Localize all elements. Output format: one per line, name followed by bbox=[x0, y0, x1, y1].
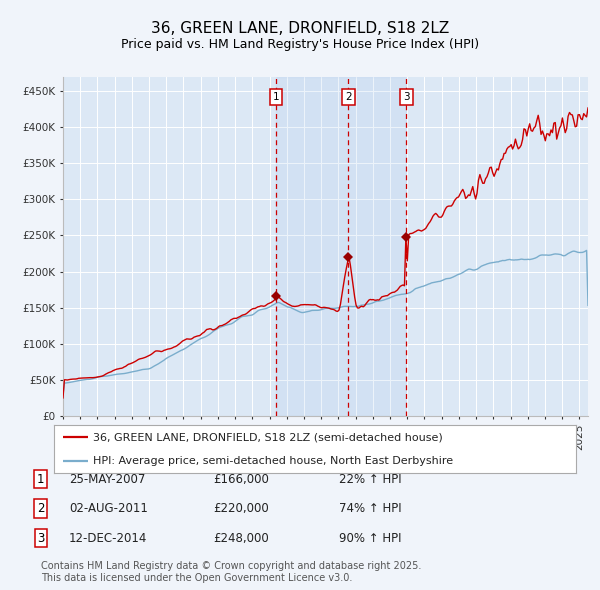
Text: 36, GREEN LANE, DRONFIELD, S18 2LZ: 36, GREEN LANE, DRONFIELD, S18 2LZ bbox=[151, 21, 449, 35]
Text: 36, GREEN LANE, DRONFIELD, S18 2LZ (semi-detached house): 36, GREEN LANE, DRONFIELD, S18 2LZ (semi… bbox=[93, 432, 443, 442]
Text: 3: 3 bbox=[403, 92, 410, 102]
Text: £248,000: £248,000 bbox=[213, 532, 269, 545]
Text: 2: 2 bbox=[345, 92, 352, 102]
Text: Contains HM Land Registry data © Crown copyright and database right 2025.
This d: Contains HM Land Registry data © Crown c… bbox=[41, 561, 421, 583]
Text: 02-AUG-2011: 02-AUG-2011 bbox=[69, 502, 148, 515]
Text: 90% ↑ HPI: 90% ↑ HPI bbox=[339, 532, 401, 545]
Text: 3: 3 bbox=[37, 532, 44, 545]
Text: 1: 1 bbox=[37, 473, 44, 486]
Text: 1: 1 bbox=[273, 92, 280, 102]
Text: 2: 2 bbox=[37, 502, 44, 515]
Text: £166,000: £166,000 bbox=[213, 473, 269, 486]
Text: £220,000: £220,000 bbox=[213, 502, 269, 515]
Text: HPI: Average price, semi-detached house, North East Derbyshire: HPI: Average price, semi-detached house,… bbox=[93, 455, 453, 466]
Text: 25-MAY-2007: 25-MAY-2007 bbox=[69, 473, 145, 486]
Text: 22% ↑ HPI: 22% ↑ HPI bbox=[339, 473, 401, 486]
Bar bbox=[276, 77, 406, 416]
Text: Price paid vs. HM Land Registry's House Price Index (HPI): Price paid vs. HM Land Registry's House … bbox=[121, 38, 479, 51]
Text: 74% ↑ HPI: 74% ↑ HPI bbox=[339, 502, 401, 515]
Text: 12-DEC-2014: 12-DEC-2014 bbox=[69, 532, 148, 545]
